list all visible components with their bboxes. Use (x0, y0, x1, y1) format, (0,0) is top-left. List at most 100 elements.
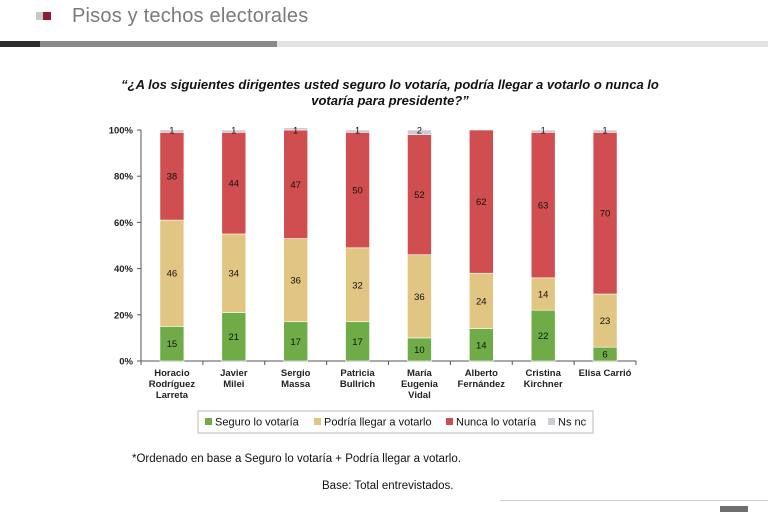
x-tick-label: Eugenia (401, 379, 439, 390)
bar-segment-podria (530, 277, 556, 311)
data-label: 6 (602, 350, 607, 361)
bar-segment-seguro (159, 326, 185, 362)
legend-label: Seguro lo votaría (215, 417, 300, 429)
data-label: 38 (167, 172, 178, 183)
data-label: 1 (293, 126, 298, 137)
legend-swatch-nsnc (548, 418, 555, 425)
data-label: 17 (352, 337, 363, 348)
data-label: 24 (476, 296, 487, 307)
data-label: 36 (414, 292, 425, 303)
legend-swatch-podria (314, 418, 321, 425)
bar-segment-nsnc (283, 127, 308, 131)
x-tick-label: María (407, 368, 433, 379)
y-tick-label: 60% (114, 218, 134, 229)
x-tick-label: Kirchner (524, 379, 563, 390)
data-label: 44 (229, 179, 240, 190)
data-label: 62 (476, 197, 487, 208)
x-tick-label: Vidal (408, 390, 431, 401)
x-tick-label: Cristina (526, 368, 562, 379)
data-label: 1 (169, 126, 174, 137)
bar-segment-nunca (221, 132, 247, 235)
bar-segment-seguro (283, 321, 308, 362)
chart-title: “¿A los siguientes dirigentes usted segu… (121, 77, 659, 108)
data-label: 52 (414, 190, 425, 201)
data-label: 17 (290, 337, 301, 348)
data-label: 47 (290, 180, 301, 191)
y-tick-label: 0% (119, 357, 133, 368)
header-logo-icon (36, 12, 52, 21)
data-label: 22 (538, 331, 549, 342)
bar-segment-seguro (221, 312, 247, 362)
bar-segment-nunca (283, 129, 308, 239)
legend-label: Ns nc (558, 417, 587, 429)
legend-swatch-nunca (446, 418, 453, 425)
data-label: 21 (229, 332, 240, 343)
data-label: 15 (167, 339, 178, 350)
header-divider (0, 41, 768, 47)
x-tick-label: Horacio (154, 368, 190, 379)
data-label: 70 (600, 209, 611, 220)
base-note: Base: Total entrevistados. (322, 480, 454, 492)
data-label: 1 (541, 126, 546, 137)
bar-segment-podria (469, 272, 494, 329)
bar-segment-podria (159, 219, 185, 327)
bar-segment-nunca (345, 132, 370, 249)
x-tick-label: Rodríguez (149, 379, 196, 390)
data-label: 14 (476, 340, 487, 351)
data-label: 36 (290, 276, 301, 287)
x-tick-label: Sergio (281, 368, 311, 379)
bar-segment-podria (592, 293, 618, 348)
data-label: 50 (352, 186, 363, 197)
x-tick-label: Milei (223, 379, 244, 390)
legend-label: Nunca lo votaría (456, 417, 537, 429)
x-tick-label: Massa (281, 379, 311, 390)
footer-divider (500, 500, 768, 501)
data-label: 23 (600, 316, 611, 327)
bar-segment-nsnc (345, 129, 370, 133)
data-label: 14 (538, 290, 549, 301)
y-tick-label: 80% (114, 172, 134, 183)
x-tick-label: Alberto (465, 368, 498, 379)
data-label: 1 (355, 126, 360, 137)
bar-segment-nsnc (159, 129, 185, 133)
data-label: 10 (414, 345, 425, 356)
data-label: 46 (167, 269, 178, 280)
legend-box (197, 410, 594, 434)
bar-segment-podria (407, 254, 432, 339)
data-label: 63 (538, 201, 549, 212)
y-tick-label: 40% (114, 264, 134, 275)
bar-segment-podria (283, 238, 308, 323)
bar-segment-nsnc (221, 129, 247, 133)
legend-swatch-seguro (205, 418, 212, 425)
legend-label: Podría llegar a votarlo (324, 417, 432, 429)
bar-segment-seguro (345, 321, 370, 362)
bar-segment-nunca (592, 132, 618, 295)
x-tick-label: Fernández (458, 379, 506, 390)
bar-segment-seguro (530, 309, 556, 362)
bar-segment-nunca (159, 132, 185, 221)
x-tick-label: Bullrich (340, 379, 376, 390)
x-tick-label: Javier (220, 368, 248, 379)
bar-segment-nsnc (592, 129, 618, 133)
bar-segment-nunca (530, 132, 556, 279)
data-label: 2 (417, 126, 422, 137)
data-label: 1 (231, 126, 236, 137)
page-title: Pisos y techos electorales (72, 5, 309, 27)
bar-segment-nunca (469, 129, 494, 274)
bar-segment-podria (345, 247, 370, 323)
x-tick-label: Larreta (156, 390, 189, 401)
x-tick-label: Patricia (340, 368, 375, 379)
x-tick-label: Elisa Carrió (579, 368, 632, 379)
bar-segment-nsnc (407, 129, 432, 135)
y-tick-label: 20% (114, 310, 134, 321)
bar-segment-podria (221, 233, 247, 313)
bar-segment-nsnc (530, 129, 556, 133)
footnote: *Ordenado en base a Seguro lo votaría + … (132, 453, 461, 465)
footer-tab (720, 506, 748, 512)
data-label: 1 (602, 126, 607, 137)
data-label: 34 (229, 269, 240, 280)
bar-segment-seguro (469, 328, 494, 362)
y-tick-label: 100% (109, 126, 134, 137)
data-label: 32 (352, 280, 363, 291)
